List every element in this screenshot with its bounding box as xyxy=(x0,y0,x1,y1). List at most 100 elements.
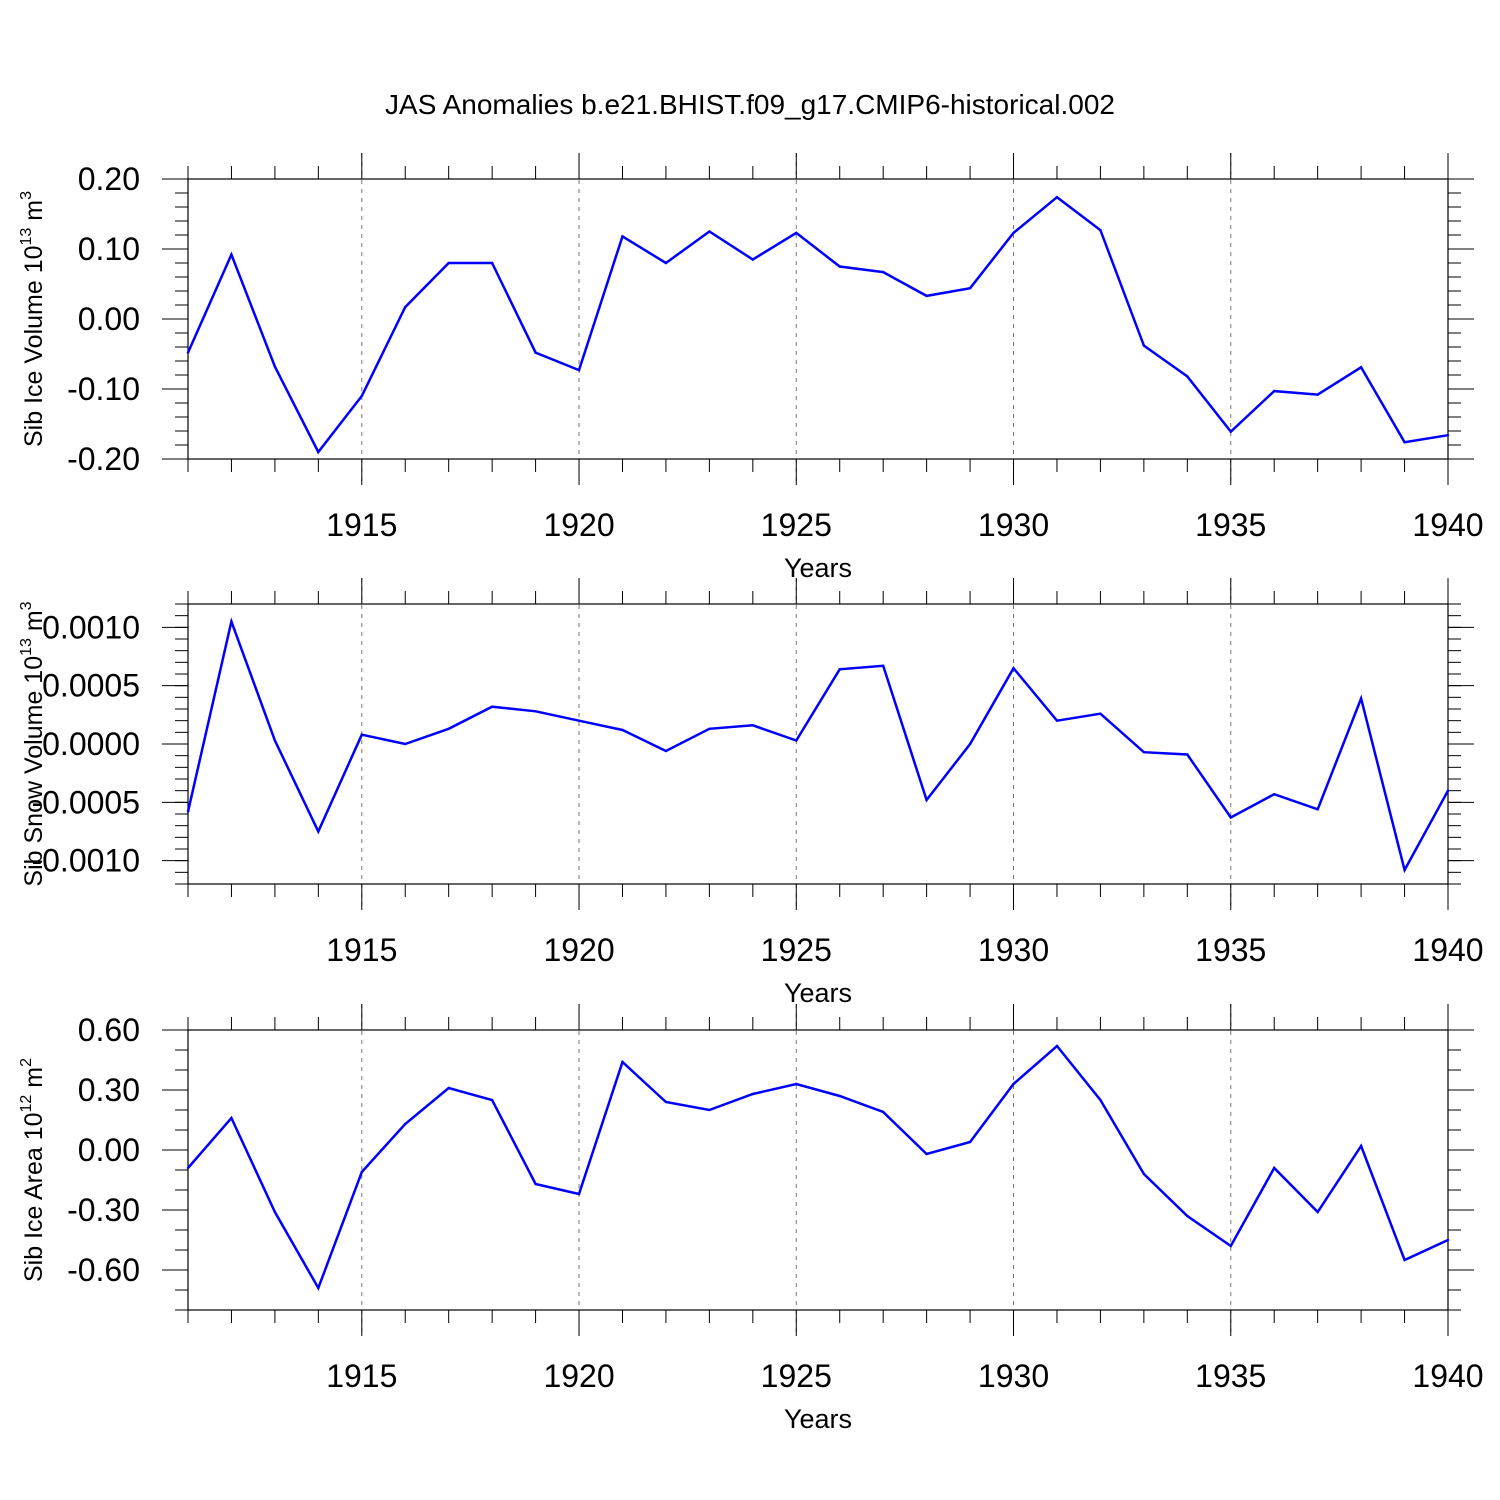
data-point xyxy=(360,733,363,736)
y-axis-title: Sib Ice Area 1012 m2 xyxy=(18,1058,48,1282)
data-point xyxy=(1273,1166,1276,1170)
x-tick-label: 1930 xyxy=(978,932,1049,968)
data-point xyxy=(490,705,494,708)
data-point xyxy=(1142,750,1146,754)
data-point xyxy=(534,710,537,713)
data-point xyxy=(1012,666,1015,670)
data-point xyxy=(1229,816,1232,819)
y-tick-label: 0.0010 xyxy=(42,609,140,645)
y-axis-title-part: Sib Ice Area 10 xyxy=(20,1112,48,1282)
data-point xyxy=(1316,393,1319,396)
y-axis-title-part: m xyxy=(20,1067,48,1095)
chart-title: JAS Anomalies b.e21.BHIST.f09_g17.CMIP6-… xyxy=(385,89,1115,120)
data-point xyxy=(360,1170,363,1174)
data-point xyxy=(621,728,624,732)
data-point xyxy=(708,230,711,233)
data-point xyxy=(1446,434,1450,437)
y-axis-title-part: 13 xyxy=(18,228,35,246)
data-point xyxy=(447,1086,450,1090)
data-point xyxy=(186,351,190,354)
data-point xyxy=(708,727,711,731)
x-tick-label: 1935 xyxy=(1195,507,1266,543)
x-tick-label: 1935 xyxy=(1195,932,1266,968)
data-point xyxy=(1012,231,1015,235)
data-point xyxy=(881,270,885,274)
data-point xyxy=(751,258,755,261)
y-axis-title-part: Sib Snow Volume 10 xyxy=(20,656,48,887)
y-axis-title-part: m xyxy=(20,610,48,638)
y-axis-title-part: 3 xyxy=(18,191,35,200)
x-axis-title: Years xyxy=(784,1404,852,1434)
data-point xyxy=(925,1152,928,1156)
data-point xyxy=(838,265,841,268)
x-tick-label: 1920 xyxy=(543,932,614,968)
y-tick-label: 0.00 xyxy=(78,1132,140,1168)
data-point xyxy=(1229,1244,1232,1248)
data-point xyxy=(1316,1210,1319,1214)
data-point xyxy=(1403,441,1406,444)
data-point xyxy=(490,1098,494,1102)
data-point xyxy=(273,365,277,368)
data-point xyxy=(1099,1098,1102,1102)
data-point xyxy=(230,253,233,256)
data-point xyxy=(1142,344,1146,347)
x-tick-label: 1915 xyxy=(326,507,397,543)
data-point xyxy=(230,1116,233,1120)
data-point xyxy=(490,261,494,265)
x-axis-title: Years xyxy=(784,978,852,1008)
data-point xyxy=(1055,1044,1059,1048)
data-point xyxy=(577,719,581,722)
data-point xyxy=(404,305,407,309)
data-point xyxy=(1186,375,1189,378)
panel-snow: -0.0010 -0.0005 0.0000 0.0005 0.0010 1915 1920… xyxy=(18,578,1484,1008)
panel-area: -0.60 -0.30 0.00 0.30 0.60 1915 1920 1925 1930 19… xyxy=(18,1004,1484,1434)
x-tick-label: 1930 xyxy=(978,507,1049,543)
data-point xyxy=(751,1092,755,1096)
data-point xyxy=(1186,1214,1189,1218)
x-tick-label: 1940 xyxy=(1412,507,1483,543)
data-point xyxy=(664,261,668,265)
y-tick-label: -0.10 xyxy=(67,371,140,407)
data-point xyxy=(186,1166,190,1170)
x-tick-label: 1920 xyxy=(543,507,614,543)
data-point xyxy=(1186,753,1189,756)
data-point xyxy=(925,798,928,802)
series-line xyxy=(186,195,1449,455)
y-tick-label: 0.00 xyxy=(78,301,140,337)
data-point xyxy=(838,668,841,671)
data-point xyxy=(317,1286,320,1290)
y-axis-title-part: 2 xyxy=(18,1058,35,1067)
data-point xyxy=(968,742,972,746)
data-point xyxy=(838,1094,841,1098)
x-tick-label: 1940 xyxy=(1412,1358,1483,1394)
x-axis-title: Years xyxy=(784,553,852,583)
x-tick-label: 1935 xyxy=(1195,1358,1266,1394)
data-point xyxy=(577,368,581,372)
plot-frame xyxy=(187,603,1449,885)
y-tick-label: 0.60 xyxy=(78,1012,140,1048)
data-point xyxy=(1403,868,1406,872)
x-tick-label: 1930 xyxy=(978,1358,1049,1394)
y-axis-title: Sib Snow Volume 1013 m3 xyxy=(18,601,48,886)
data-point xyxy=(881,664,885,668)
panel-volume: -0.20 -0.10 0.00 0.10 0.20 1915 1920 1925 1930 19… xyxy=(18,153,1484,583)
data-point xyxy=(664,749,668,753)
data-point xyxy=(404,742,407,746)
data-point xyxy=(577,1192,581,1196)
y-axis-title-part: m xyxy=(20,200,48,228)
x-tick-label: 1915 xyxy=(326,932,397,968)
y-axis-title-part: 3 xyxy=(18,601,35,610)
data-point xyxy=(881,1110,885,1114)
data-point xyxy=(273,739,277,742)
data-point xyxy=(273,1210,277,1214)
series-line xyxy=(186,617,1450,874)
x-tick-label: 1925 xyxy=(761,507,832,543)
y-tick-label: -0.0010 xyxy=(31,843,140,879)
y-tick-label: -0.20 xyxy=(67,441,140,477)
data-point xyxy=(1359,697,1363,700)
y-tick-label: -0.0005 xyxy=(31,784,140,820)
data-point xyxy=(968,1140,972,1144)
data-point xyxy=(360,394,363,398)
data-point xyxy=(1055,196,1059,199)
